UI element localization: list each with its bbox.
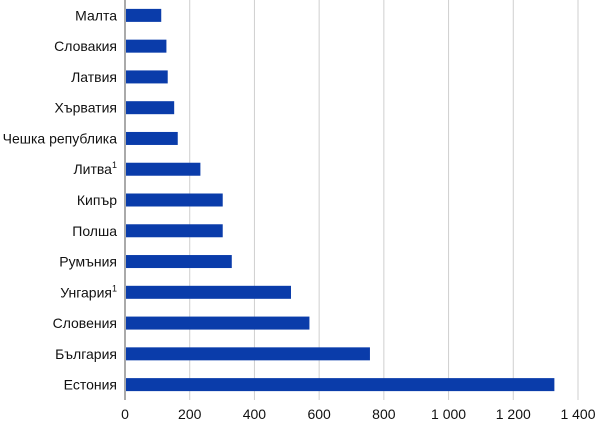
category-label: Словакия [54, 38, 117, 54]
category-name: Литва [73, 161, 112, 177]
bar [126, 285, 291, 299]
category-label: Румъния [59, 254, 117, 270]
x-tick-label: 1 400 [560, 406, 595, 422]
x-tick-labels: 0 200 400 600 800 1 000 1 200 1 400 [121, 406, 595, 422]
category-name: Чешка република [3, 130, 118, 146]
x-tick-label: 1 200 [496, 406, 531, 422]
bar [126, 101, 175, 115]
category-name: Кипър [77, 192, 117, 208]
category-label: Литва1 [73, 160, 117, 177]
category-name: Естония [64, 377, 117, 393]
category-label: Хърватия [55, 100, 117, 116]
bar [126, 378, 555, 392]
x-tick-label: 1 000 [431, 406, 466, 422]
category-name: Румъния [59, 254, 117, 270]
bar [126, 316, 310, 330]
category-name: Хърватия [55, 100, 117, 116]
category-name: Словакия [54, 38, 117, 54]
bar [126, 255, 232, 269]
x-tick-label: 400 [243, 406, 267, 422]
footnote-mark: 1 [112, 160, 117, 170]
category-name: България [55, 346, 117, 362]
bar [126, 39, 167, 53]
category-label: Чешка република [3, 130, 118, 146]
category-label: Малта [75, 7, 117, 23]
category-label: България [55, 346, 117, 362]
bar [126, 193, 223, 207]
category-label: Кипър [77, 192, 117, 208]
category-labels: Малта Словакия Латвия Хърватия Чешка републи… [3, 7, 118, 392]
bar [126, 8, 162, 22]
category-label: Естония [64, 377, 117, 393]
category-label: Полша [72, 223, 117, 239]
bar [126, 347, 370, 361]
category-label: Латвия [71, 69, 117, 85]
footnote-mark: 1 [112, 283, 117, 293]
x-tick-label: 0 [121, 406, 129, 422]
bar [126, 162, 201, 176]
bar [126, 131, 178, 145]
bar [126, 70, 168, 84]
category-name: Полша [72, 223, 117, 239]
category-label: Словения [53, 315, 117, 331]
bars [126, 8, 555, 392]
bar [126, 224, 223, 238]
x-tick-label: 600 [307, 406, 331, 422]
gridlines [189, 0, 579, 400]
category-label: Унгария1 [60, 283, 117, 300]
category-name: Словения [53, 315, 117, 331]
x-tick-label: 800 [372, 406, 396, 422]
x-tick-label: 200 [178, 406, 202, 422]
category-name: Малта [75, 7, 117, 23]
category-name: Латвия [71, 69, 117, 85]
category-name: Унгария [60, 284, 112, 300]
